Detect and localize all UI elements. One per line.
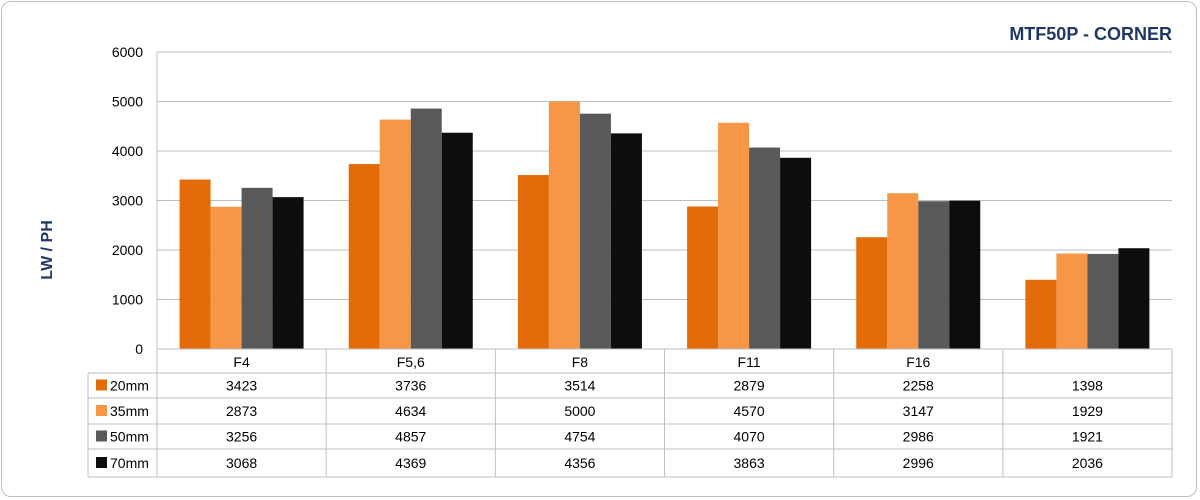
data-label: 4857 [395,429,426,445]
data-label: 2996 [903,455,934,471]
legend-label: 35mm [110,403,149,419]
data-label: 4070 [734,429,765,445]
data-label: 4634 [395,403,426,419]
data-label: 3863 [734,455,765,471]
bar [918,201,950,349]
legend-label: 50mm [110,429,149,445]
bar [1087,253,1119,349]
y-tick-labels: 0 1000 2000 3000 4000 5000 6000 [112,44,143,357]
bar [272,197,304,349]
data-label: 2036 [1072,455,1103,471]
bar [579,113,611,349]
legend-swatch [96,379,107,391]
data-label: 1398 [1072,378,1103,394]
data-label: 3514 [564,378,595,394]
data-label: 5000 [564,403,595,419]
data-label: 2879 [734,378,765,394]
bar [241,187,273,349]
bar [441,132,473,349]
bar [610,133,642,349]
category-label: F5,6 [397,354,425,370]
data-label: 3147 [903,403,934,419]
category-label: F8 [572,354,589,370]
y-tick-label: 4000 [112,143,143,159]
bar [718,122,750,349]
bar [887,193,919,349]
data-label: 2258 [903,378,934,394]
data-label: 3423 [226,378,257,394]
data-label: 3256 [226,429,257,445]
legend-swatch [96,405,107,416]
data-label: 4356 [564,455,595,471]
y-tick-label: 1000 [112,292,143,308]
data-label: 1929 [1072,403,1103,419]
legend-swatch [96,430,107,442]
bar [856,237,888,349]
bar [410,108,442,350]
bar [548,101,580,349]
bar [749,147,781,349]
bar [379,119,411,349]
bar [1056,253,1088,349]
data-label: 3068 [226,455,257,471]
category-label: F16 [906,354,930,370]
y-tick-label: 0 [135,341,143,357]
bar [210,206,242,349]
y-tick-label: 5000 [112,94,143,110]
data-label: 2986 [903,429,934,445]
y-axis-label: LW / PH [39,220,56,280]
data-label: 1921 [1072,429,1103,445]
data-label: 4754 [564,429,595,445]
gridlines [156,51,1172,350]
y-tick-label: 2000 [112,242,143,258]
y-tick-label: 6000 [112,44,143,60]
bar [348,164,380,349]
bar [949,200,981,349]
legend-label: 20mm [110,378,149,394]
bar [780,157,812,349]
bar [517,175,549,349]
y-tick-label: 3000 [112,193,143,209]
bar [179,179,211,349]
legend-swatch [96,457,107,468]
bar [1118,248,1150,349]
legend-label: 70mm [110,455,149,471]
bar [1025,279,1057,349]
category-label: F11 [738,354,761,370]
category-label: F4 [233,354,250,370]
data-label: 4369 [395,455,426,471]
bar [687,206,719,349]
data-label: 3736 [395,378,426,394]
data-table: F4 F5,6 F8 F11 F16 20mm 3423 3736 3514 2879 2258 13… [87,348,1173,478]
chart-title: MTF50P - CORNER [1009,24,1172,44]
bars [179,101,1150,350]
data-label: 2873 [226,403,257,419]
data-label: 4570 [734,403,765,419]
